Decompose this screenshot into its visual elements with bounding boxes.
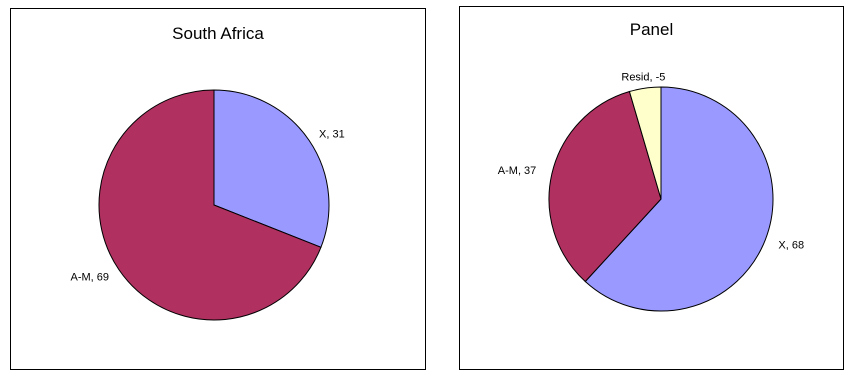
pie-chart-panel: X, 68 A-M, 37 Resid, -5: [498, 71, 804, 312]
data-label-a-m: A-M, 37: [498, 165, 537, 177]
chart-title: South Africa: [172, 24, 264, 43]
pie-slice-resid: [628, 86, 662, 200]
pie-slice-a-m: [548, 90, 662, 283]
data-label-a-m: A-M, 69: [70, 271, 109, 283]
data-label-x: X, 68: [778, 240, 804, 252]
chart-panel-panel: Panel X, 68 A-M, 37 Resid, -5: [459, 6, 844, 370]
data-label-resid: Resid, -5: [621, 71, 665, 83]
pie-slice-x: [584, 86, 774, 312]
data-label-x: X, 31: [319, 129, 345, 141]
chart-panel-south-africa: South Africa X, 31 A-M, 69: [10, 8, 426, 370]
pie-slice-a-m: [98, 89, 322, 321]
chart-title: Panel: [629, 20, 674, 39]
pie-chart-south-africa: X, 31 A-M, 69: [70, 89, 345, 321]
pie-slice-x: [213, 89, 330, 248]
